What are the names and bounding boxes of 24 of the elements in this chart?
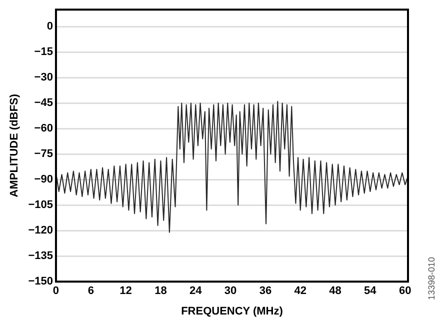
- text: 13398-010: [426, 256, 436, 300]
- x-tick-label: 18: [154, 285, 167, 298]
- x-tick-label: 60: [398, 285, 412, 298]
- x-tick-label: 24: [189, 285, 203, 298]
- x-tick-label: 6: [88, 285, 94, 298]
- y-tick-label: −105: [28, 199, 53, 212]
- y-tick-label: −75: [34, 148, 53, 160]
- y-tick-label: 0: [46, 20, 53, 33]
- y-tick-label: −30: [34, 72, 53, 84]
- y-tick-label: −45: [34, 97, 53, 110]
- y-tick-label: −15: [34, 46, 53, 58]
- y-axis-title: AMPLITUDE (dBFS): [8, 94, 21, 198]
- x-tick-label: 12: [120, 285, 132, 298]
- y-tick-label: −150: [28, 276, 53, 288]
- x-tick-label: 30: [224, 285, 237, 298]
- y-tick-label: −120: [28, 224, 53, 237]
- x-tick-label: 42: [294, 285, 306, 298]
- y-tick-label: −90: [34, 174, 53, 186]
- y-tick-label: −60: [34, 122, 53, 135]
- x-tick-label: 36: [259, 285, 272, 298]
- x-tick-label: 54: [364, 285, 378, 298]
- x-axis-title: FREQUENCY (MHz): [181, 305, 284, 318]
- y-tick-label: −135: [28, 250, 53, 262]
- x-tick-label: 48: [329, 285, 342, 298]
